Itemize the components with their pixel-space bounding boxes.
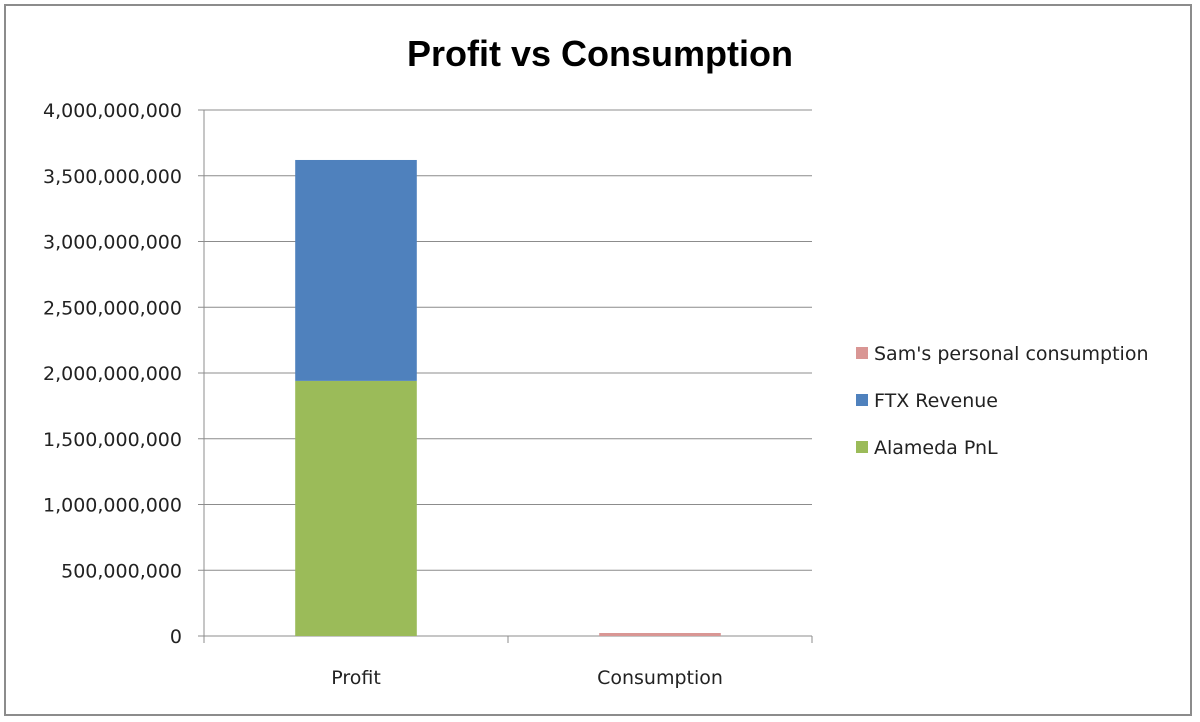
- legend-label: FTX Revenue: [874, 390, 998, 412]
- bar-segment: [295, 159, 417, 381]
- y-tick-label: 3,000,000,000: [43, 232, 182, 254]
- bar-segment: [295, 380, 417, 636]
- category-label: Profit: [331, 667, 381, 689]
- y-tick-labels: 0 500,000,000 1,000,000,000 1,500,000,000 2,…: [43, 100, 182, 648]
- category-labels: Profit Consumption: [331, 667, 723, 689]
- legend-label: Alameda PnL: [874, 437, 998, 459]
- y-tick-label: 2,500,000,000: [43, 297, 182, 319]
- chart-frame: [4, 4, 1192, 716]
- y-tick-label: 2,000,000,000: [43, 363, 182, 385]
- bars: [295, 159, 721, 636]
- y-tick-label: 1,500,000,000: [43, 429, 182, 451]
- legend-swatch: [856, 394, 868, 406]
- category-label: Consumption: [597, 667, 723, 689]
- axes: [198, 109, 813, 643]
- legend: Sam's personal consumption FTX Revenue Ala…: [856, 343, 1148, 459]
- legend-swatch: [856, 347, 868, 359]
- y-tick-label: 1,000,000,000: [43, 495, 182, 517]
- legend-swatch: [856, 441, 868, 453]
- y-tick-label: 500,000,000: [61, 560, 182, 582]
- y-tick-label: 0: [170, 626, 182, 648]
- y-tick-label: 3,500,000,000: [43, 166, 182, 188]
- chart-title: Profit vs Consumption: [407, 33, 793, 74]
- y-tick-label: 4,000,000,000: [43, 100, 182, 122]
- bar-segment: [599, 633, 721, 636]
- legend-label: Sam's personal consumption: [874, 343, 1148, 365]
